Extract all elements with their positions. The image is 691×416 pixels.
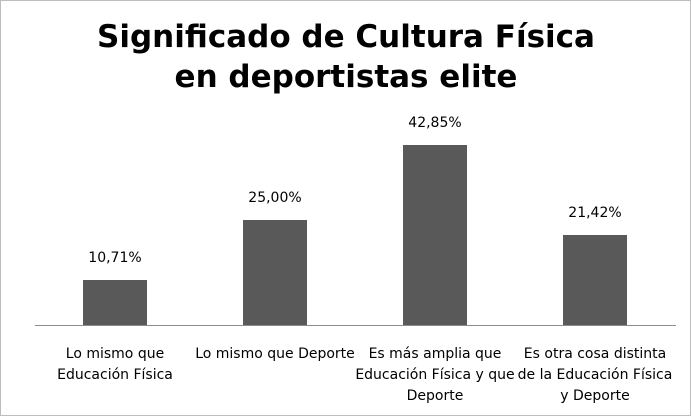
data-label: 10,71% [88,250,142,267]
data-label: 21,42% [568,205,622,222]
x-tick-label: Lo mismo que Educación Física [57,346,173,383]
bar [83,280,147,325]
bar [403,145,467,325]
bar [563,235,627,325]
bar [243,220,307,325]
chart-title: Significado de Cultura Física en deporti… [97,19,595,95]
data-label: 25,00% [248,190,302,206]
x-tick-label: Es otra cosa distinta de la Educación Fí… [517,346,673,404]
x-tick-label: Es más amplia que Educación Física y que… [355,346,515,404]
x-tick-label: Lo mismo que Deporte [195,346,355,362]
x-axis [35,325,676,326]
data-label: 42,85% [408,115,462,132]
